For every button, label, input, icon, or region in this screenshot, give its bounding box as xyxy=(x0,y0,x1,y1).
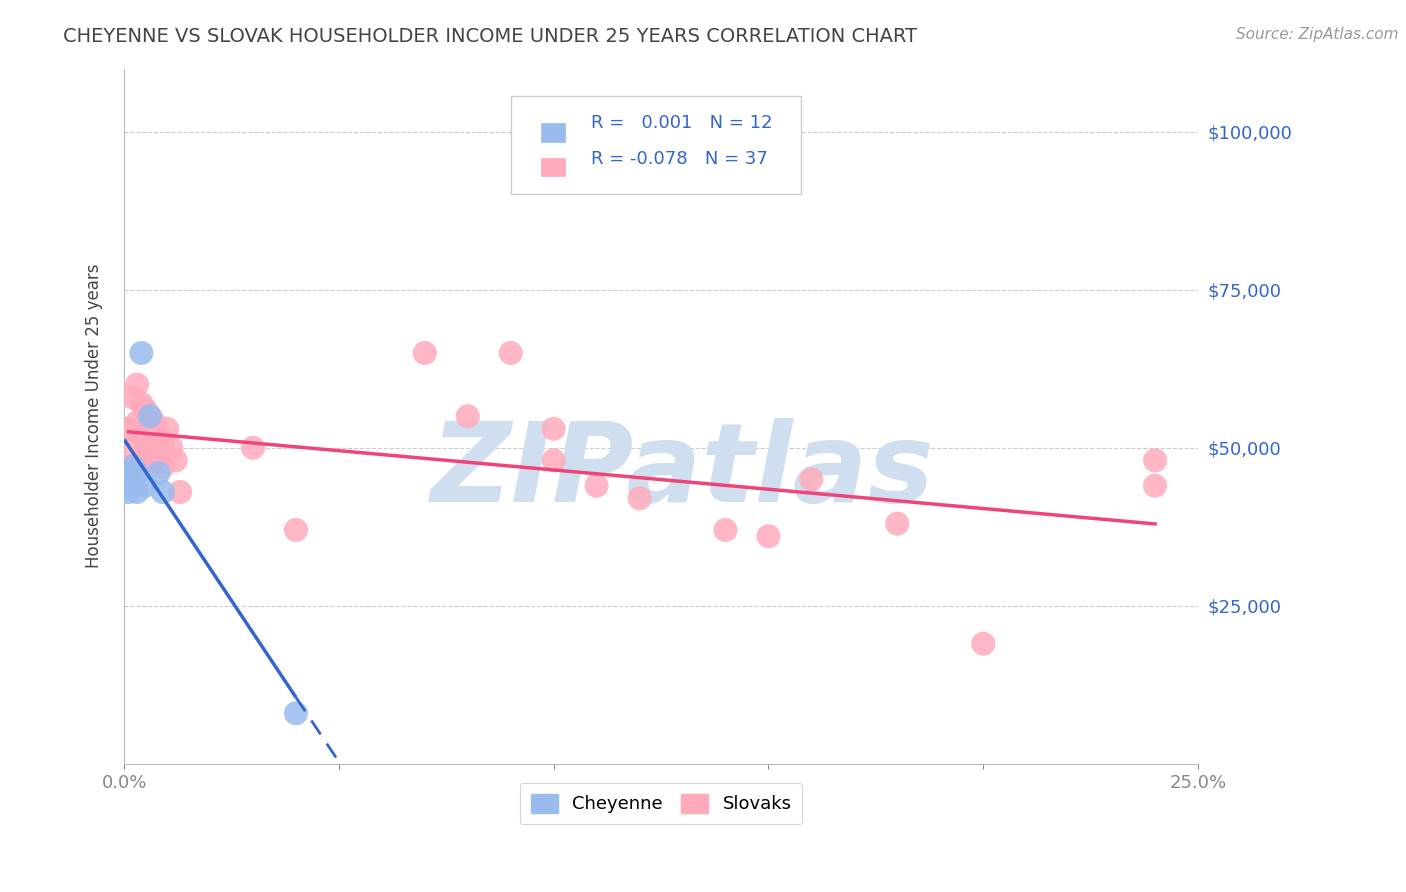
Point xyxy=(886,516,908,531)
Point xyxy=(139,447,162,461)
Point xyxy=(160,441,183,455)
Text: CHEYENNE VS SLOVAK HOUSEHOLDER INCOME UNDER 25 YEARS CORRELATION CHART: CHEYENNE VS SLOVAK HOUSEHOLDER INCOME UN… xyxy=(63,27,917,45)
Text: R =   0.001   N = 12: R = 0.001 N = 12 xyxy=(592,114,773,132)
Point xyxy=(135,479,157,493)
Text: R = -0.078   N = 37: R = -0.078 N = 37 xyxy=(592,150,768,168)
Point xyxy=(143,416,166,430)
Point xyxy=(131,428,153,442)
FancyBboxPatch shape xyxy=(510,96,800,194)
Point xyxy=(758,529,780,543)
Point xyxy=(121,390,143,404)
Point xyxy=(156,422,179,436)
Point xyxy=(148,428,170,442)
Point xyxy=(413,346,436,360)
Point xyxy=(139,409,162,424)
Point xyxy=(121,441,143,455)
Point xyxy=(543,422,565,436)
Point xyxy=(131,346,153,360)
Point xyxy=(152,459,174,474)
FancyBboxPatch shape xyxy=(541,158,565,177)
FancyBboxPatch shape xyxy=(541,123,565,142)
Point xyxy=(117,485,139,500)
Text: Source: ZipAtlas.com: Source: ZipAtlas.com xyxy=(1236,27,1399,42)
Point xyxy=(125,377,148,392)
Point xyxy=(135,402,157,417)
Point xyxy=(585,479,607,493)
Point xyxy=(800,472,823,486)
Point xyxy=(117,459,139,474)
Point xyxy=(135,441,157,455)
Point xyxy=(125,485,148,500)
Point xyxy=(117,422,139,436)
Point xyxy=(284,706,307,721)
Point xyxy=(148,466,170,480)
Point xyxy=(457,409,479,424)
Point xyxy=(972,637,994,651)
Point xyxy=(143,453,166,467)
Point xyxy=(169,485,191,500)
Legend: Cheyenne, Slovaks: Cheyenne, Slovaks xyxy=(520,783,803,824)
Point xyxy=(121,459,143,474)
Point xyxy=(152,485,174,500)
Point xyxy=(543,453,565,467)
Point xyxy=(1143,479,1166,493)
Point xyxy=(131,396,153,410)
Point xyxy=(139,409,162,424)
Point xyxy=(714,523,737,537)
Point xyxy=(284,523,307,537)
Point xyxy=(242,441,264,455)
Point xyxy=(628,491,651,506)
Point xyxy=(121,479,143,493)
Point xyxy=(125,466,148,480)
Y-axis label: Householder Income Under 25 years: Householder Income Under 25 years xyxy=(86,264,103,568)
Text: ZIPatlas: ZIPatlas xyxy=(430,418,935,525)
Point xyxy=(117,466,139,480)
Point xyxy=(125,416,148,430)
Point xyxy=(165,453,187,467)
Point xyxy=(152,434,174,449)
Point xyxy=(1143,453,1166,467)
Point xyxy=(499,346,522,360)
